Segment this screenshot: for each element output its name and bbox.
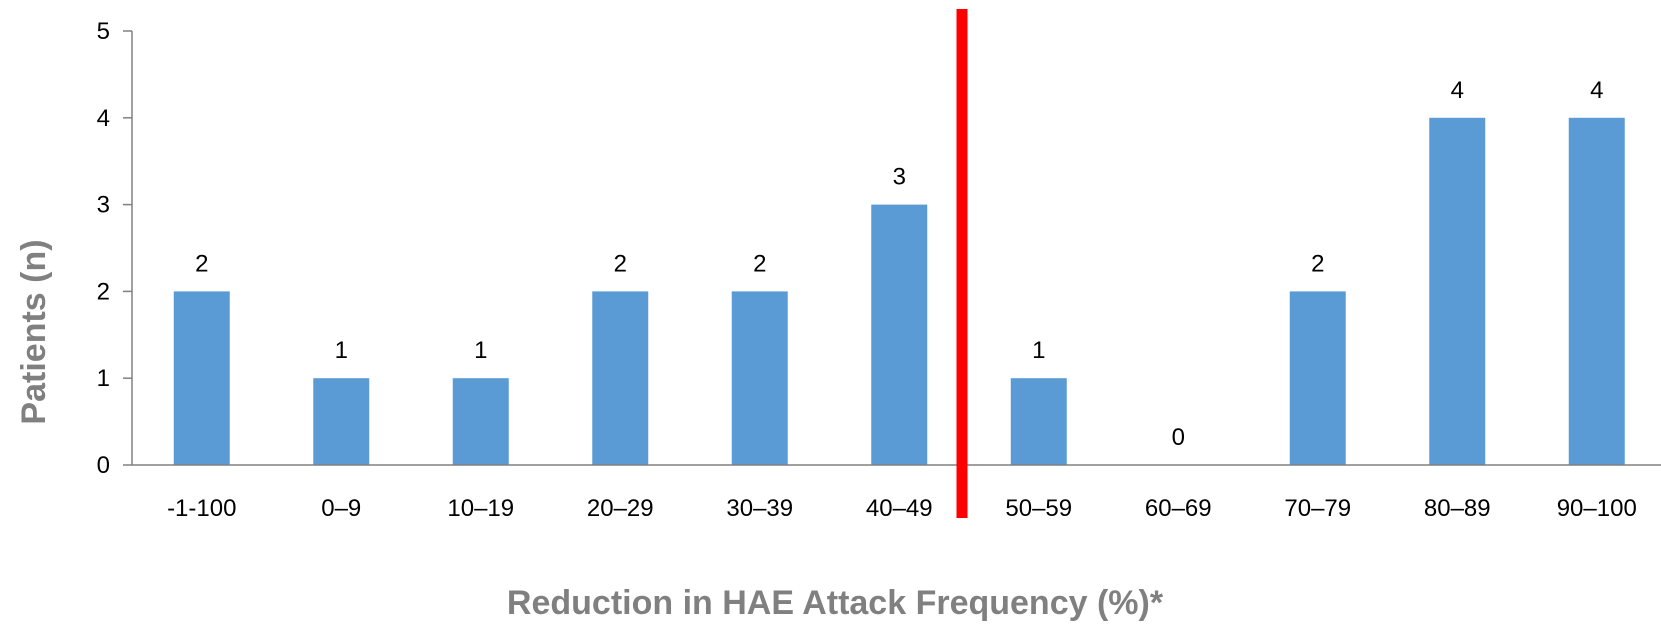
x-tick-label: 80–89	[1424, 495, 1491, 522]
data-label: 2	[753, 250, 766, 277]
y-tick-label: 5	[97, 18, 110, 45]
bar	[1568, 117, 1625, 466]
x-axis-tick-labels: -1-100 0–9 10–19 20–29 30–39 40–49 50–59 60–69 7…	[167, 495, 1637, 522]
bar	[592, 291, 649, 465]
data-label: 1	[1032, 337, 1045, 364]
x-tick-label: 50–59	[1005, 495, 1072, 522]
data-label: 2	[1311, 250, 1324, 277]
bar	[313, 378, 370, 465]
y-tick-label: 3	[97, 192, 110, 219]
x-tick-label: 0–9	[321, 495, 361, 522]
y-tick-label: 4	[97, 105, 110, 132]
x-tick-label: 40–49	[866, 495, 933, 522]
data-label: 0	[1172, 424, 1185, 451]
data-label: 3	[893, 164, 906, 191]
x-tick-label: 70–79	[1284, 495, 1351, 522]
y-tick-label: 2	[97, 278, 110, 305]
y-axis-title: Patients (n)	[15, 239, 53, 424]
bar	[1289, 291, 1346, 465]
data-label: 1	[474, 337, 487, 364]
data-label: 2	[614, 250, 627, 277]
bar	[452, 378, 509, 465]
bar	[1010, 378, 1067, 465]
x-tick-label: 10–19	[447, 495, 514, 522]
y-tick-label: 1	[97, 365, 110, 392]
x-tick-label: -1-100	[167, 495, 236, 522]
data-labels: 2 1 1 2 2 3 1 0 2 4 4	[195, 77, 1603, 451]
data-label: 4	[1451, 77, 1464, 104]
y-tick-label: 0	[97, 452, 110, 479]
x-tick-label: 20–29	[587, 495, 654, 522]
bar	[1429, 117, 1486, 466]
bar	[871, 204, 928, 465]
data-label: 1	[335, 337, 348, 364]
bars	[173, 117, 1625, 466]
bar	[173, 291, 230, 465]
bar	[731, 291, 788, 465]
x-tick-label: 60–69	[1145, 495, 1212, 522]
x-tick-label: 30–39	[726, 495, 793, 522]
x-axis-title: Reduction in HAE Attack Frequency (%)*	[507, 584, 1164, 622]
data-label: 2	[195, 250, 208, 277]
y-axis-ticks: 0 1 2 3 4 5	[97, 18, 132, 479]
x-tick-label: 90–100	[1557, 495, 1637, 522]
data-label: 4	[1590, 77, 1603, 104]
